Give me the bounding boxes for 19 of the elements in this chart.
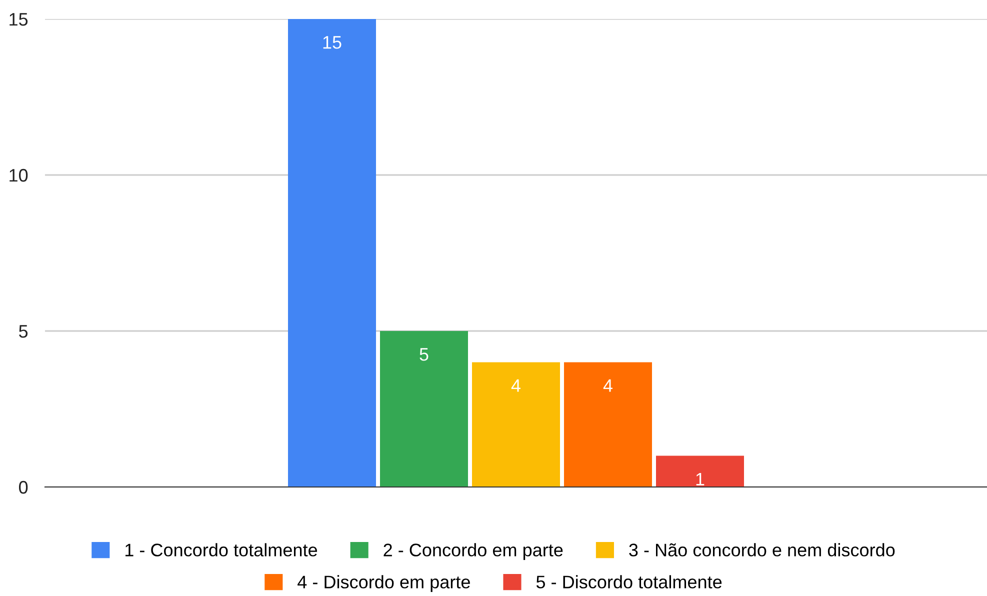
bar [380,331,468,487]
data-label: 4 [603,379,612,392]
y-tick-label: 0 [19,480,28,494]
legend-label: 3 - Não concordo e nem discordo [629,543,895,556]
y-tick-label: 10 [10,168,28,182]
bar [564,362,652,487]
bar [472,362,560,487]
bar [656,456,744,487]
data-label: 5 [420,348,428,361]
data-label: 4 [511,379,520,392]
legend-label: 4 - Discordo em parte [298,575,470,592]
y-tick-label: 15 [10,13,28,26]
legend-label: 2 - Concordo em parte [384,543,563,560]
legend-label: 1 - Concordo totalmente [126,543,318,556]
bar [288,19,376,487]
data-label: 1 [696,472,704,486]
y-tick-label: 5 [19,325,28,338]
data-label: 15 [323,36,342,49]
legend-label: 5 - Discordo totalmente [536,575,722,588]
